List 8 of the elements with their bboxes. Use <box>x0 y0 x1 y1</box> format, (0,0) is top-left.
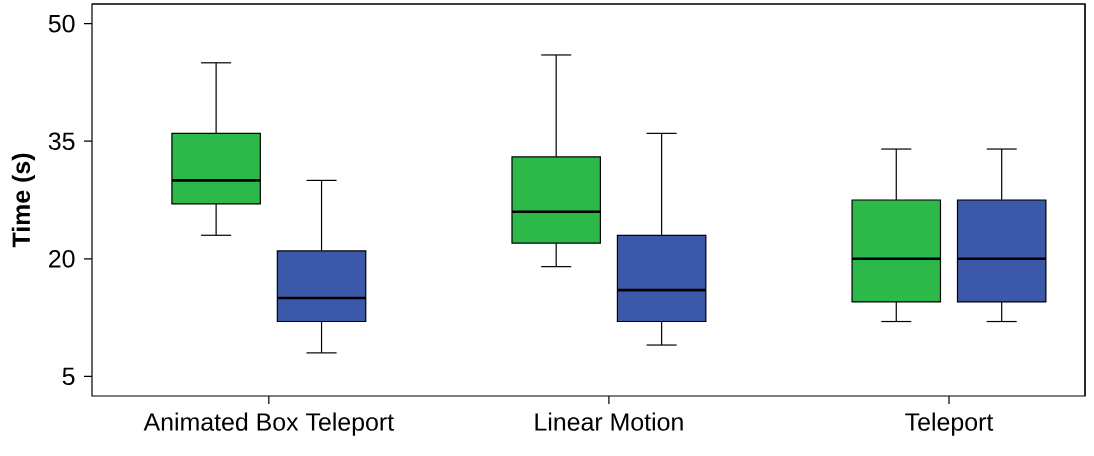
x-tick-label: Animated Box Teleport <box>143 412 394 436</box>
x-tick-label: Teleport <box>905 412 994 436</box>
y-tick-label: 35 <box>48 132 75 151</box>
y-tick-label: 5 <box>62 367 75 386</box>
y-axis-title: Time (s) <box>11 153 35 248</box>
x-tick-label: Linear Motion <box>535 412 683 431</box>
y-tick-label: 20 <box>49 249 75 268</box>
y-tick-label: 50 <box>48 14 75 33</box>
